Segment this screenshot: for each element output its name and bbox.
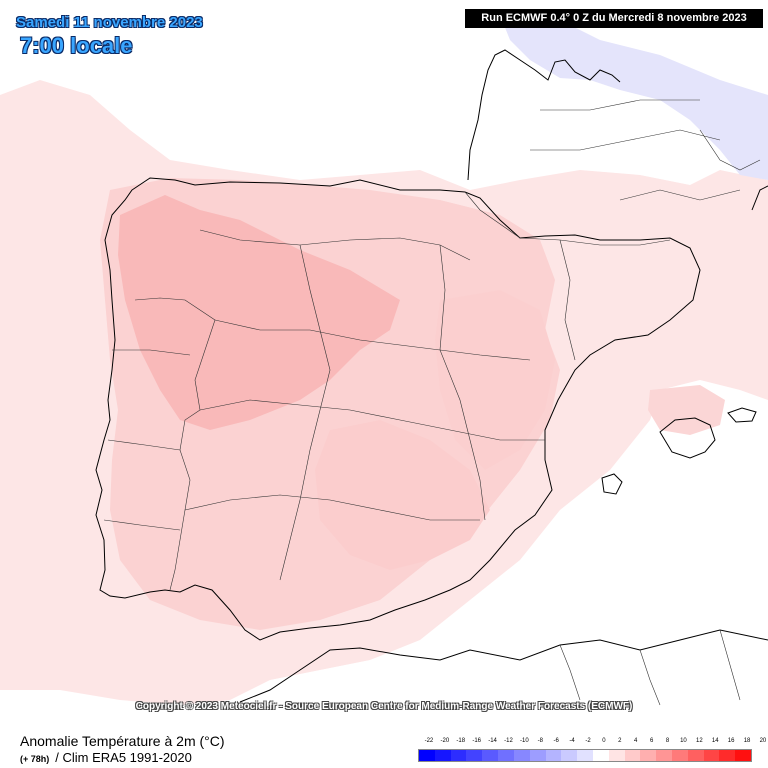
- legend-tick-label: -12: [504, 738, 513, 744]
- map-subtitle: (+ 78h) / Clim ERA5 1991-2020: [20, 750, 192, 765]
- legend-tick-label: -10: [520, 738, 529, 744]
- menorca-island: [727, 407, 757, 423]
- legend-tick-label: -20: [440, 738, 450, 744]
- anomaly-warm-south-area: [315, 420, 490, 570]
- forecast-time: 7:00 locale: [20, 33, 133, 58]
- copyright-notice: Copyright © 2023 Meteociel.fr - Source E…: [135, 701, 633, 712]
- legend-swatch: [735, 750, 752, 761]
- portugal-internal-border: [103, 349, 191, 531]
- climatology-reference: / Clim ERA5 1991-2020: [55, 750, 192, 765]
- legend-tick-label: -4: [569, 738, 575, 744]
- internal-region-border-3: [199, 399, 545, 441]
- internal-region-border-7: [559, 239, 576, 361]
- legend-tick-label: 14: [711, 738, 719, 744]
- legend-tick-label: -18: [456, 738, 466, 744]
- model-run-label: Run ECMWF 0.4° 0 Z du Mercredi 8 novembr…: [465, 9, 763, 28]
- legend-tick-label: 2: [618, 738, 622, 744]
- legend-swatch: [703, 750, 720, 761]
- legend-swatch: [624, 750, 641, 761]
- north-africa-internal-border: [559, 629, 741, 706]
- anomaly-warm-east-area: [435, 290, 555, 470]
- legend-tick-label: -8: [537, 738, 543, 744]
- legend-tick-label: 8: [665, 738, 670, 744]
- anomaly-map: [0, 15, 768, 706]
- legend-tick-label: -22: [424, 738, 434, 744]
- france-internal-border: [530, 99, 761, 201]
- legend-color-bar: [418, 749, 752, 762]
- france-atlantic-coast: [467, 49, 621, 181]
- legend-swatch: [592, 750, 609, 761]
- legend-swatch: [498, 750, 514, 761]
- legend-tick-label: 10: [680, 738, 687, 744]
- legend-swatch: [719, 750, 736, 761]
- legend-tick-label: 20: [759, 738, 767, 744]
- legend-swatch: [672, 750, 688, 761]
- legend-swatch: [482, 750, 499, 761]
- legend-tick-label: 0: [602, 738, 606, 744]
- iberia-coast: [95, 177, 701, 641]
- legend-swatch: [640, 750, 657, 761]
- legend-swatch: [434, 750, 451, 761]
- internal-region-border-2: [214, 319, 531, 361]
- mallorca-island: [659, 417, 716, 459]
- legend-swatch: [529, 750, 546, 761]
- legend-swatch: [608, 750, 625, 761]
- ibiza-island: [601, 473, 623, 495]
- region-borders: [103, 99, 761, 706]
- legend-swatch: [450, 750, 467, 761]
- map-title: Anomalie Température à 2m (°C): [20, 733, 225, 749]
- legend-tick-label: -14: [488, 738, 497, 744]
- internal-region-border-5: [279, 244, 331, 581]
- color-legend: -22 -20 -18 -16 -14 -12 -10 -8 -6 -4 -2 0 2 4 6 8 10 12 14…: [418, 738, 767, 766]
- legend-swatch: [656, 750, 672, 761]
- legend-tick-label: 16: [727, 738, 735, 744]
- legend-tick-label: 18: [743, 738, 751, 744]
- forecast-lead-time: (+ 78h): [20, 754, 50, 764]
- corsica-coast: [751, 185, 768, 211]
- internal-region-border-4: [184, 494, 480, 521]
- legend-swatch: [513, 750, 530, 761]
- internal-region-border-6: [439, 244, 486, 521]
- legend-swatch: [577, 750, 593, 761]
- legend-tick-label: 6: [649, 738, 654, 744]
- legend-tick-label: -6: [553, 738, 559, 744]
- legend-swatch: [419, 750, 435, 761]
- north-africa-coast: [239, 629, 768, 703]
- legend-labels: -22 -20 -18 -16 -14 -12 -10 -8 -6 -4 -2 0 2 4 6 8 10 12 14…: [418, 738, 767, 748]
- legend-swatch: [545, 750, 562, 761]
- legend-tick-label: -16: [472, 738, 481, 744]
- legend-swatch: [466, 750, 483, 761]
- legend-tick-label: 12: [695, 738, 703, 744]
- coastlines: [95, 49, 768, 703]
- legend-swatch: [687, 750, 704, 761]
- legend-tick-label: 4: [634, 738, 638, 744]
- legend-swatch: [561, 750, 578, 761]
- legend-tick-label: -2: [585, 738, 591, 744]
- forecast-date: Samedi 11 novembre 2023: [16, 14, 203, 31]
- anomaly-cold-area-north: [500, 15, 768, 180]
